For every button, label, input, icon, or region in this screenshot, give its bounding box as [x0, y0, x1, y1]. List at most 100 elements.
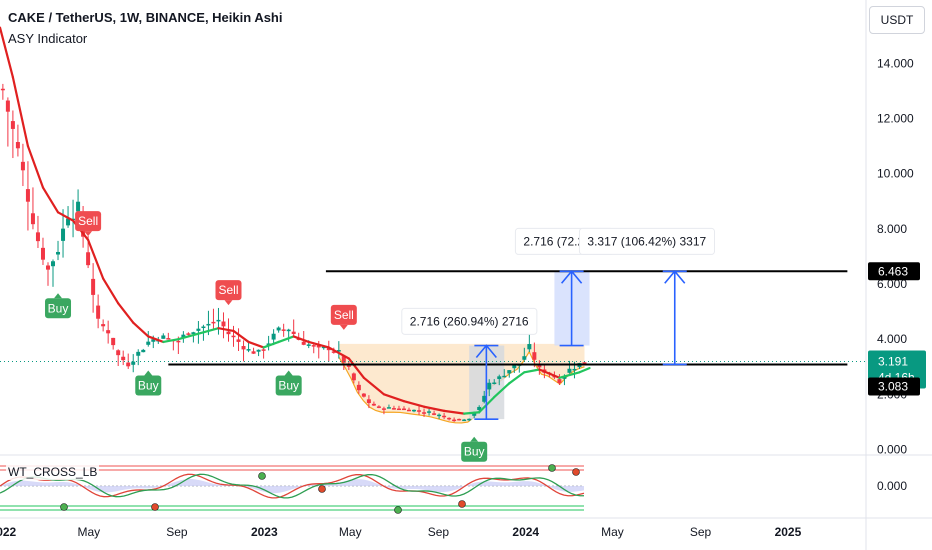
candle-body [286, 329, 291, 332]
candle-body [361, 393, 366, 397]
candle-body [472, 413, 477, 416]
ma-segment [56, 211, 75, 222]
candle-body [502, 375, 507, 378]
candle-body [336, 350, 341, 352]
ma-segment [422, 405, 446, 412]
candle-body [447, 417, 452, 420]
candle-body [10, 121, 15, 129]
buy-signal: Buy [45, 293, 72, 319]
x-tick-label: 2024 [512, 525, 539, 539]
ma-segment [362, 376, 386, 396]
candle-body [45, 265, 50, 270]
candle-body [316, 345, 321, 348]
candle-body [221, 321, 226, 327]
candle-body [487, 382, 492, 390]
ma-segment [102, 277, 120, 305]
candle-body [256, 349, 261, 352]
candle-body [20, 161, 25, 171]
currency-button[interactable]: USDT [869, 6, 925, 34]
ma-segment [217, 327, 235, 333]
x-tick-label: Sep [690, 525, 712, 539]
candle-body [527, 344, 532, 350]
candle-body [412, 409, 417, 412]
candle-body [176, 340, 181, 343]
candle-body [386, 407, 391, 409]
ma-segment [247, 340, 265, 349]
buy-signal: Buy [135, 370, 162, 396]
level-price-label [868, 262, 920, 281]
candle-body [25, 189, 30, 202]
signal-pointer [54, 293, 63, 299]
measure-annotation: 3.317 (106.42%) 3317 [578, 227, 716, 255]
ma-segment [11, 76, 30, 148]
buy-signal: Buy [275, 370, 302, 396]
indicator-label[interactable]: ASY Indicator [8, 31, 88, 46]
candle-body [131, 361, 136, 365]
y-tick-label: 8.000 [877, 222, 907, 236]
candle-body [582, 362, 587, 364]
candle-body [181, 334, 186, 339]
osc-cross-dot [572, 468, 580, 476]
signal-label: Buy [48, 301, 69, 315]
candle-body [40, 247, 45, 260]
candle-body [101, 324, 106, 327]
signal-badge [461, 441, 488, 462]
signal-pointer [224, 300, 233, 306]
candle-body [442, 415, 447, 418]
candle-body [216, 319, 221, 322]
candle-body [366, 399, 371, 404]
ma-segment [117, 302, 135, 324]
candle-body [407, 409, 412, 412]
candle-body [371, 403, 376, 406]
candle-body [251, 351, 256, 354]
y-tick-label: 12.000 [877, 112, 914, 126]
candle-body [452, 419, 457, 422]
annotation-text: 3.317 (106.42%) 3317 [587, 234, 706, 248]
ma-segment [262, 340, 280, 349]
signals: Sell Buy Buy Sell Buy Sell Buy [45, 211, 488, 462]
ma-segment [197, 327, 220, 335]
annotation-box [401, 307, 538, 335]
candle-body [0, 88, 5, 91]
candle-body [136, 351, 141, 356]
candle-body [391, 408, 396, 410]
candle-body [276, 327, 281, 331]
ma-segment [162, 338, 180, 344]
signal-label: Sell [78, 214, 98, 228]
y-tick-label: 6.000 [877, 277, 907, 291]
oscillator-label[interactable]: WT_CROSS_LB [6, 464, 100, 480]
candle-body [151, 339, 156, 342]
osc-cross-dot [394, 506, 402, 514]
candle-body [341, 356, 346, 363]
osc-y-tick-label: 0.000 [877, 479, 907, 493]
candle-body [15, 142, 20, 149]
candle-body [191, 332, 196, 335]
signal-badge [75, 211, 102, 232]
ma-segment [508, 371, 526, 385]
candle-body [301, 341, 306, 345]
candle-body [281, 329, 286, 331]
candle-body [346, 364, 351, 367]
ma-segment [558, 371, 581, 379]
candle-body [5, 100, 10, 112]
y-tick-label: 0.000 [877, 442, 907, 456]
candle-body [241, 346, 246, 350]
candle-body [401, 408, 406, 411]
level-price-text: 6.463 [878, 264, 908, 278]
candle-body [306, 344, 311, 346]
candle-body [492, 382, 497, 384]
candle-body [326, 347, 331, 351]
candle-body [462, 419, 467, 422]
signal-badge [45, 298, 72, 319]
candle-body [507, 370, 512, 374]
candle-body [246, 349, 251, 351]
axes: 0.0002.0004.0006.0008.00010.00012.00014.… [0, 56, 914, 539]
measure-arrows [474, 270, 687, 420]
cup-outline [338, 350, 585, 424]
candle-body [356, 384, 361, 391]
candle-body [457, 418, 462, 421]
signal-badge [215, 280, 242, 301]
